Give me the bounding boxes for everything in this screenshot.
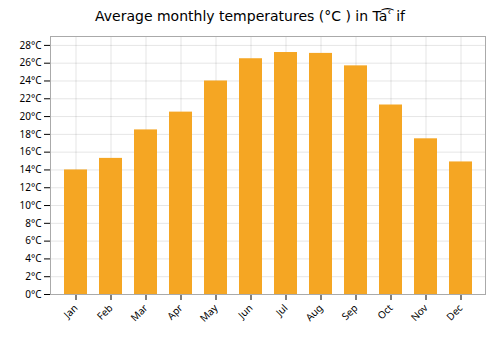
svg-text:Aug: Aug bbox=[302, 301, 325, 324]
svg-text:18°C: 18°C bbox=[19, 127, 42, 141]
svg-text:8°C: 8°C bbox=[25, 216, 42, 230]
svg-text:Oct: Oct bbox=[374, 301, 396, 323]
html-text:Average monthly temperatures (: Average monthly temperatures (°C ) in Ta… bbox=[95, 8, 405, 24]
svg-text:Mar: Mar bbox=[127, 301, 150, 324]
svg-text:Jul: Jul bbox=[272, 301, 291, 320]
svg-text:4°C: 4°C bbox=[25, 251, 42, 265]
svg-text:May: May bbox=[196, 300, 221, 325]
svg-text:12°C: 12°C bbox=[19, 180, 42, 194]
svg-text:24°C: 24°C bbox=[19, 73, 42, 87]
svg-text:22°C: 22°C bbox=[19, 91, 42, 105]
svg-text:16°C: 16°C bbox=[19, 144, 42, 158]
svg-text:Apr: Apr bbox=[164, 301, 186, 323]
svg-text:Nov: Nov bbox=[407, 300, 431, 324]
svg-text:14°C: 14°C bbox=[19, 162, 42, 176]
svg-text:Jan: Jan bbox=[60, 301, 81, 322]
svg-text:20°C: 20°C bbox=[19, 109, 42, 123]
svg-text:Sep: Sep bbox=[338, 301, 360, 323]
svg-text:26°C: 26°C bbox=[19, 55, 42, 69]
svg-text:2°C: 2°C bbox=[25, 269, 42, 283]
svg-text:28°C: 28°C bbox=[19, 38, 42, 52]
svg-text:10°C: 10°C bbox=[19, 198, 42, 212]
svg-text:Feb: Feb bbox=[93, 301, 115, 323]
svg-text:Jun: Jun bbox=[234, 301, 255, 322]
svg-text:0°C: 0°C bbox=[25, 287, 42, 301]
svg-text:6°C: 6°C bbox=[25, 233, 42, 247]
svg-text:Dec: Dec bbox=[443, 301, 466, 324]
